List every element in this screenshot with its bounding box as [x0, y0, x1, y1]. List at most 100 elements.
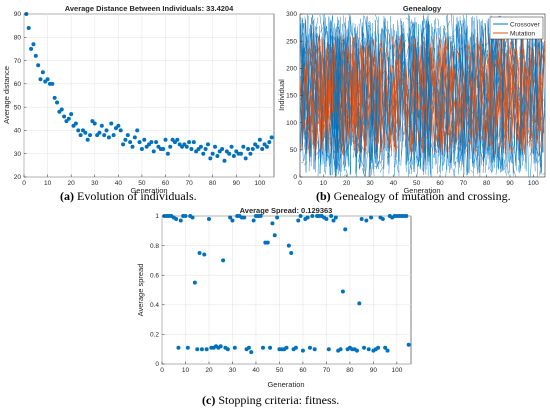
data-point [250, 147, 255, 152]
data-point [104, 128, 109, 133]
series-mutation-lines [299, 35, 545, 156]
data-point [221, 258, 226, 263]
panel-b-chart: 0 10 20 30 40 50 60 70 80 90 100 0 50 100 150 200 250 300… [277, 4, 546, 195]
y-tick-label: 50 [14, 104, 22, 111]
data-point [359, 216, 364, 221]
data-point [123, 137, 128, 142]
x-tick-label: 30 [366, 180, 374, 187]
data-point [305, 215, 310, 220]
data-point [296, 218, 301, 223]
data-point [248, 151, 253, 156]
data-point [204, 347, 209, 352]
data-point [50, 81, 55, 86]
y-tick-label: 100 [286, 120, 297, 127]
data-point [38, 77, 43, 82]
data-point [260, 147, 265, 152]
data-point [215, 154, 220, 159]
data-point [26, 25, 31, 30]
data-point [246, 147, 251, 152]
data-point [205, 142, 210, 147]
data-point [289, 251, 294, 255]
data-point [218, 344, 223, 349]
data-point [99, 123, 104, 128]
data-point [31, 42, 36, 47]
y-tick-label: 0.4 [150, 302, 159, 309]
plot-area [161, 215, 412, 365]
data-point [340, 289, 345, 294]
data-point [225, 347, 230, 352]
data-point [357, 301, 362, 306]
x-tick-label: 100 [254, 180, 265, 187]
x-tick-label: 10 [320, 180, 328, 187]
data-point [109, 121, 114, 126]
data-point [265, 240, 270, 245]
data-point [270, 221, 275, 226]
x-tick-label: 80 [483, 180, 491, 187]
x-tick-label: 0 [298, 180, 302, 187]
data-point [165, 151, 170, 156]
caption-b-tag: (b) [316, 189, 331, 203]
data-point [267, 140, 272, 145]
data-point [249, 350, 254, 355]
x-tick-label: 10 [182, 367, 190, 374]
data-point [241, 144, 246, 149]
x-tick-label: 40 [390, 180, 398, 187]
tick-labels: 0 10 20 30 40 50 60 70 80 90 100 0 0.2 0.4 0.6 0.8 1 [150, 213, 403, 374]
y-tick-label: 0.2 [150, 332, 159, 339]
x-tick-label: 90 [233, 180, 241, 187]
data-point [202, 252, 207, 257]
data-point [176, 345, 181, 350]
data-point [190, 215, 195, 220]
x-tick-label: 0 [22, 180, 26, 187]
y-tick-label: 20 [14, 174, 22, 181]
y-axis-label: Individual [277, 79, 286, 111]
data-point [227, 151, 232, 156]
data-point [329, 214, 334, 218]
data-point [197, 251, 202, 255]
data-point [293, 345, 298, 350]
data-point [40, 70, 45, 75]
x-tick-label: 100 [391, 367, 402, 374]
data-point [383, 345, 388, 350]
data-point [178, 218, 183, 223]
data-point [406, 342, 411, 347]
y-tick-label: 1 [155, 213, 159, 220]
y-tick-label: 80 [14, 34, 22, 41]
x-tick-label: 30 [91, 180, 99, 187]
x-tick-label: 60 [436, 180, 444, 187]
y-tick-label: 0 [155, 361, 159, 368]
data-point [231, 154, 236, 159]
data-point [62, 114, 67, 119]
legend-label-crossover: Crossover [510, 22, 540, 29]
data-point [246, 345, 251, 350]
x-axis-label: Generation [130, 186, 167, 195]
y-tick-label: 70 [14, 58, 22, 65]
data-point [404, 214, 409, 218]
legend-label-mutation: Mutation [510, 31, 535, 38]
x-tick-label: 20 [205, 367, 213, 374]
data-point [229, 144, 234, 149]
caption-c-text: Stopping criteria: fitness. [218, 393, 340, 407]
data-point [307, 345, 312, 350]
x-tick-label: 60 [299, 367, 307, 374]
data-point [175, 137, 180, 142]
data-point [161, 147, 166, 152]
data-point [272, 233, 277, 238]
data-point [73, 121, 78, 126]
data-point [354, 348, 359, 353]
data-point [222, 158, 227, 163]
data-point [310, 214, 315, 218]
x-tick-label: 50 [138, 180, 146, 187]
y-tick-label: 0.6 [150, 272, 159, 279]
x-tick-label: 90 [370, 367, 378, 374]
data-point [116, 123, 121, 128]
data-point [189, 147, 194, 152]
data-point [203, 147, 208, 152]
data-point [284, 345, 289, 350]
data-point [174, 216, 179, 221]
data-point [385, 348, 390, 353]
data-point [228, 215, 233, 220]
data-point [184, 144, 189, 149]
caption-b: (b) Genealogy of mutation and crossing. [316, 189, 511, 204]
data-point [130, 144, 135, 149]
